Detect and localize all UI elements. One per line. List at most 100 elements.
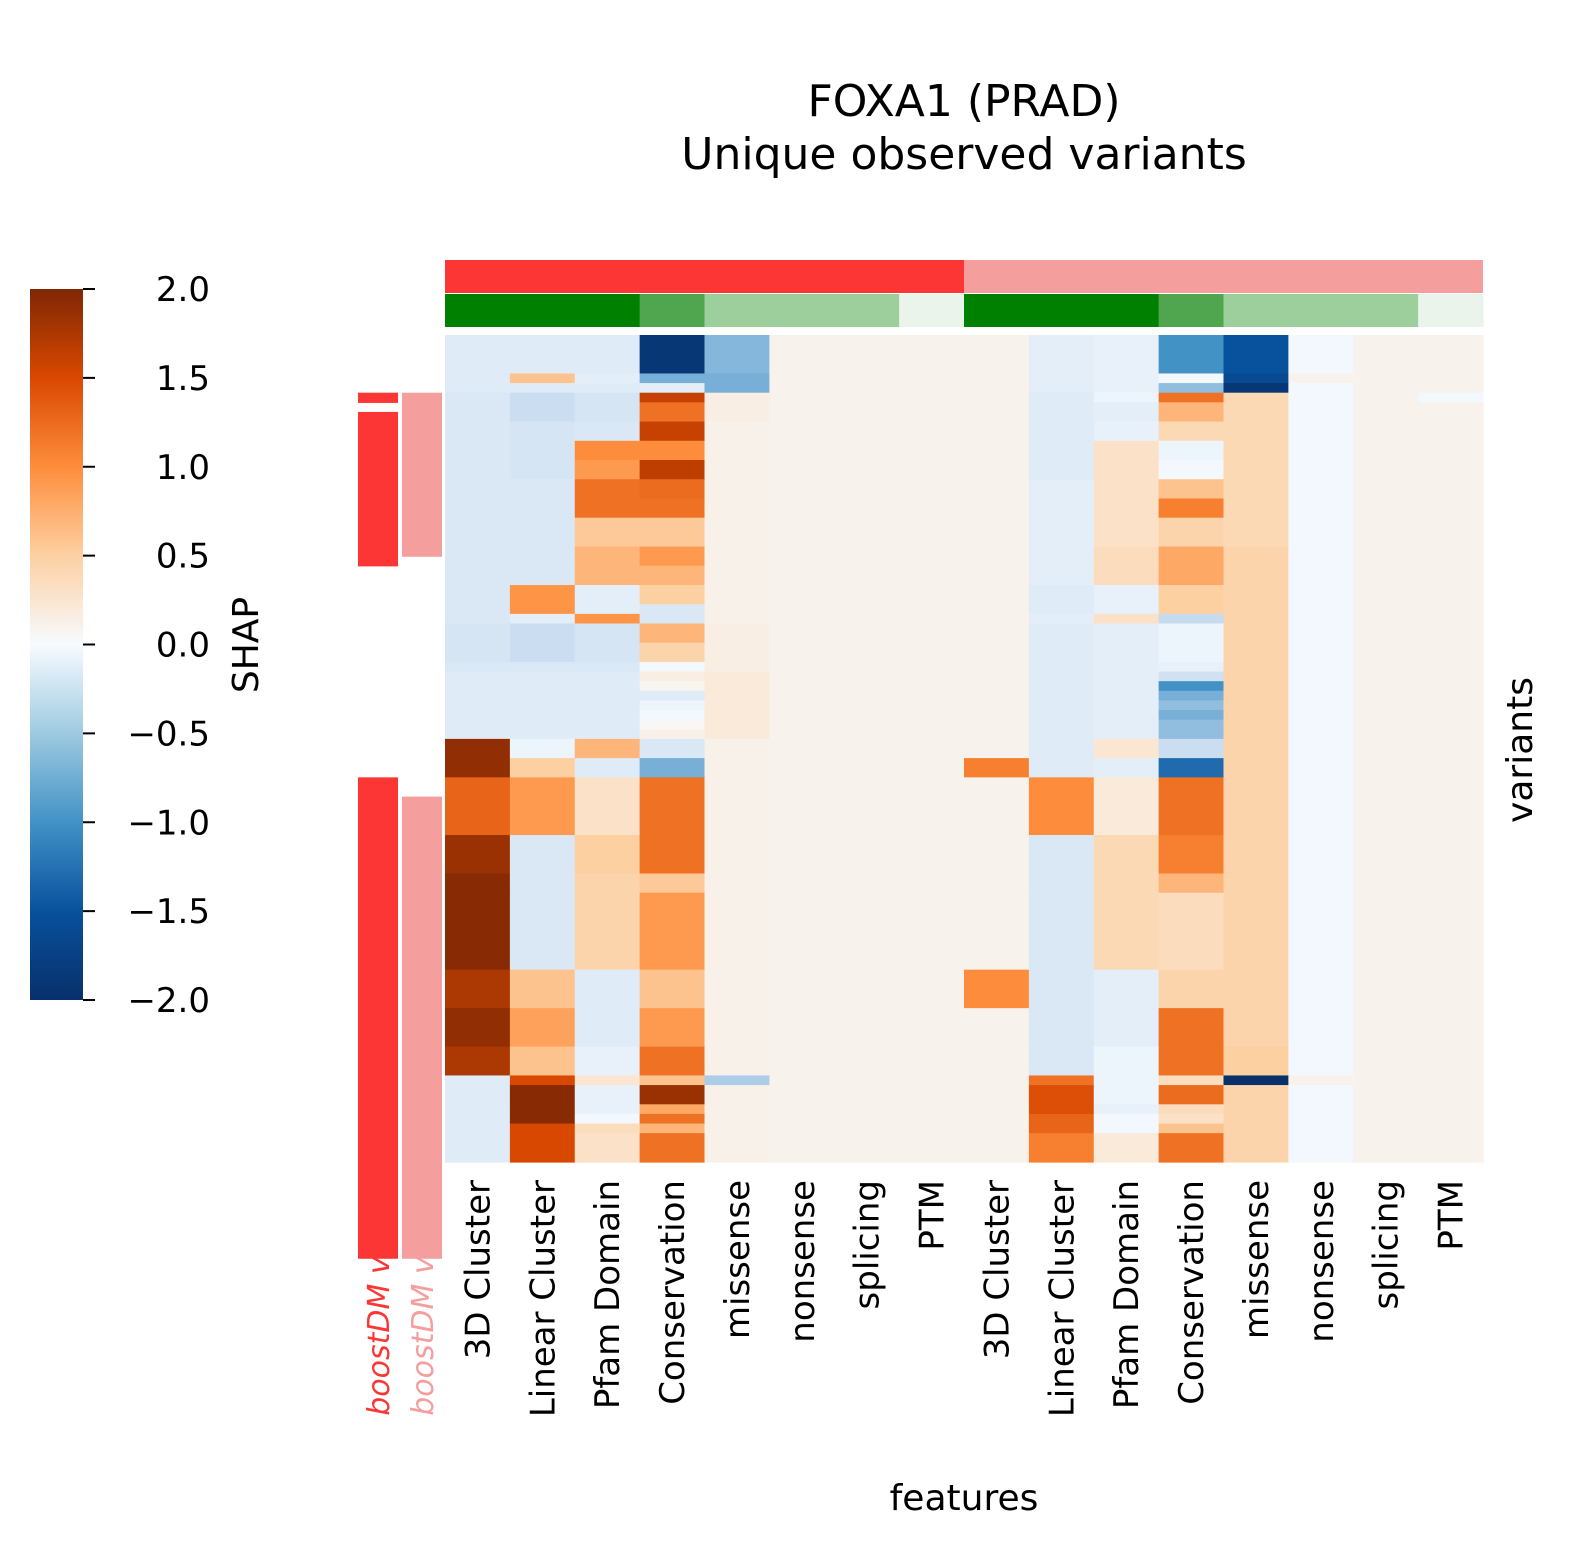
heatmap-cell: [1353, 613, 1419, 625]
heatmap-cell: [899, 700, 965, 711]
feature-label: missense: [1237, 1180, 1277, 1339]
heatmap-cell: [769, 835, 835, 875]
heatmap-cell: [1353, 777, 1419, 836]
heatmap-cell: [834, 642, 900, 663]
heatmap-cell: [509, 613, 576, 625]
heatmap-cell: [509, 758, 576, 778]
heatmap-cell: [1353, 440, 1419, 461]
heatmap-cell: [1223, 383, 1289, 394]
heatmap-cell: [899, 690, 965, 702]
heatmap-cell: [1158, 642, 1225, 663]
heatmap-cell: [639, 546, 706, 567]
heatmap-cell: [1158, 1075, 1225, 1086]
heatmap-cell: [1093, 402, 1160, 423]
heatmap-cell: [1158, 729, 1225, 740]
heatmap-cell: [1158, 517, 1225, 548]
heatmap-cell: [574, 498, 641, 519]
heatmap-cell: [1288, 392, 1354, 403]
heatmap-cell: [1093, 1113, 1160, 1125]
heatmap-cell: [769, 392, 835, 403]
heatmap-cell: [1158, 738, 1225, 759]
heatmap-cell: [834, 892, 900, 971]
heatmap-cell: [574, 546, 641, 567]
heatmap-cell: [834, 661, 900, 673]
heatmap-cell: [704, 729, 770, 740]
heatmap-cell: [1418, 421, 1484, 442]
heatmap-cell: [639, 421, 706, 442]
heatmap-cell: [899, 546, 965, 567]
heatmap-cell: [574, 661, 641, 673]
heatmap-cell: [704, 517, 770, 548]
heatmap-cell: [445, 517, 511, 548]
heatmap-cell: [704, 402, 770, 423]
heatmap-cell: [769, 729, 835, 740]
heatmap-cell: [1223, 623, 1289, 644]
heatmap-cell: [1028, 1133, 1095, 1163]
heatmap-cell: [1158, 690, 1225, 702]
heatmap-cell: [1158, 1113, 1225, 1125]
heatmap-cell: [1418, 623, 1484, 644]
heatmap-cell: [704, 835, 770, 875]
heatmap-cell: [899, 969, 965, 1009]
heatmap-cell: [1223, 835, 1289, 875]
heatmap-cell: [574, 1075, 641, 1086]
heatmap-cell: [964, 1065, 1030, 1077]
heatmap-cell: [574, 873, 641, 894]
heatmap-cell: [1158, 777, 1225, 836]
feature-label: nonsense: [1302, 1180, 1342, 1343]
heatmap-cell: [639, 1123, 706, 1134]
feature-label: missense: [718, 1180, 758, 1339]
heatmap-cell: [574, 383, 641, 394]
heatmap-cell: [769, 623, 835, 644]
heatmap-cell: [1093, 690, 1160, 702]
heatmap-cell: [834, 710, 900, 721]
heatmap-cell: [639, 719, 706, 730]
heatmap-cell: [1093, 585, 1160, 605]
heatmap-cell: [639, 777, 706, 836]
heatmap-cell: [1158, 661, 1225, 673]
heatmap-cell: [1223, 661, 1289, 673]
heatmap-cell: [1028, 392, 1095, 403]
heatmap-cell: [639, 517, 706, 548]
heatmap-cell: [509, 421, 576, 442]
heatmap-cell: [769, 585, 835, 605]
heatmap-cell: [1223, 1123, 1289, 1134]
heatmap-cell: [899, 498, 965, 519]
heatmap-cell: [1093, 738, 1160, 759]
heatmap-cell: [834, 517, 900, 548]
heatmap-cell: [1028, 681, 1095, 692]
heatmap-cell: [1028, 402, 1095, 423]
heatmap-cell: [834, 498, 900, 519]
heatmap-cell: [445, 1065, 511, 1077]
heatmap-cell: [964, 1085, 1030, 1105]
heatmap-cell: [704, 585, 770, 605]
heatmap-cell: [964, 546, 1030, 567]
heatmap-cell: [445, 1046, 511, 1067]
heatmap-cell: [834, 585, 900, 605]
heatmap-cell: [1028, 1046, 1095, 1067]
heatmap-cell: [445, 690, 511, 702]
heatmap-cell: [574, 729, 641, 740]
heatmap-cell: [1418, 1113, 1484, 1125]
feature-label: Conservation: [653, 1180, 693, 1405]
heatmap-cell: [639, 969, 706, 1009]
heatmap-cell: [1418, 661, 1484, 673]
heatmap-cell: [1093, 517, 1160, 548]
heatmap-cell: [1223, 613, 1289, 625]
heatmap-cell: [1418, 892, 1484, 971]
heatmap-cell: [1223, 585, 1289, 605]
heatmap-cell: [1418, 565, 1484, 586]
heatmap-cell: [639, 661, 706, 673]
heatmap-cell: [1158, 402, 1225, 423]
heatmap-cell: [769, 402, 835, 423]
heatmap-cell: [574, 1008, 641, 1048]
feature-label: Pfam Domain: [588, 1180, 628, 1409]
heatmap-cell: [1418, 585, 1484, 605]
heatmap-cell: [1093, 1085, 1160, 1105]
heatmap-cell: [769, 1113, 835, 1125]
heatmap-cell: [964, 777, 1030, 836]
heatmap-cell: [1418, 719, 1484, 730]
heatmap-cell: [509, 710, 576, 721]
heatmap-cell: [704, 661, 770, 673]
heatmap-cell: [1028, 613, 1095, 625]
